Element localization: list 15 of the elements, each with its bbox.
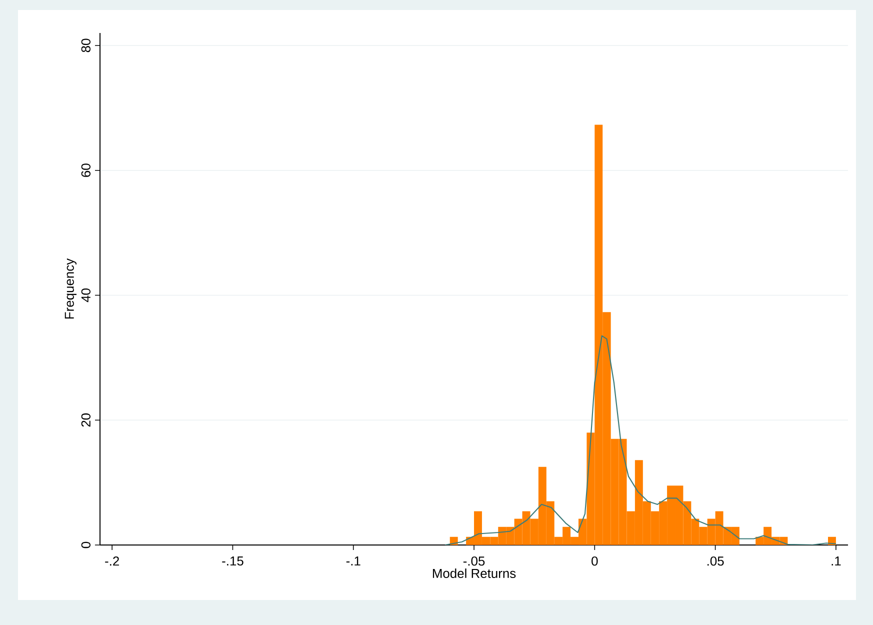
y-tick-label: 0 xyxy=(81,542,90,548)
y-tick-label: 40 xyxy=(81,288,90,302)
y-tick-label: 20 xyxy=(81,413,90,427)
x-tick-label: -.2 xyxy=(105,556,119,566)
y-tick-label: 60 xyxy=(81,164,90,177)
x-tick-label: 0 xyxy=(592,556,598,566)
x-tick-label: .1 xyxy=(832,556,841,566)
x-tick-label: -.15 xyxy=(222,556,244,566)
x-tick-label: .05 xyxy=(707,556,724,566)
y-tick-label: 80 xyxy=(81,38,90,52)
x-tick-label: -.05 xyxy=(463,556,485,566)
y-axis-title: Frequency xyxy=(64,258,76,319)
line-series xyxy=(444,335,836,545)
x-tick-label: -.1 xyxy=(346,556,360,566)
x-axis-title: Model Returns xyxy=(432,568,516,578)
